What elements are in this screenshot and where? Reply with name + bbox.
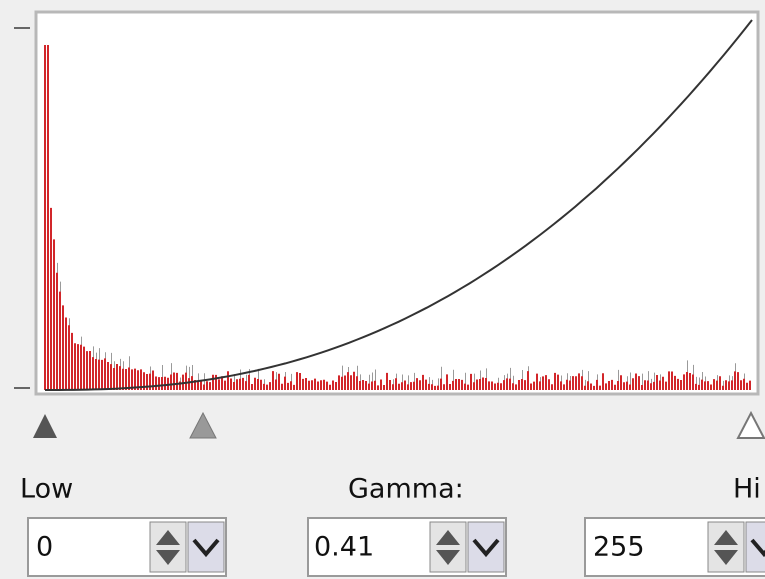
spin-up[interactable] [156, 530, 180, 545]
high-slider[interactable] [736, 410, 765, 439]
gamma-curve [45, 19, 753, 391]
low-input[interactable]: 0 [36, 532, 53, 563]
low-slider[interactable] [33, 414, 57, 438]
spin-down[interactable] [714, 550, 738, 565]
gamma-slider[interactable] [189, 411, 217, 439]
gamma-input[interactable]: 0.41 [314, 532, 374, 563]
gamma-label: Gamma: [348, 474, 464, 505]
low-label: Low [20, 474, 73, 505]
spinners [149, 521, 765, 573]
dropdown-arrow[interactable] [472, 538, 500, 558]
spin-up[interactable] [436, 530, 460, 545]
spin-down[interactable] [436, 550, 460, 565]
dropdown-button[interactable] [467, 521, 505, 573]
high-label: Hi [733, 474, 761, 505]
high-input[interactable]: 255 [593, 532, 645, 563]
spin-down[interactable] [156, 550, 180, 565]
dropdown-arrow[interactable] [192, 538, 220, 558]
dropdown-button[interactable] [187, 521, 225, 573]
histogram-frame [34, 10, 760, 396]
dropdown-arrow[interactable] [750, 538, 765, 558]
spin-up[interactable] [714, 530, 738, 545]
